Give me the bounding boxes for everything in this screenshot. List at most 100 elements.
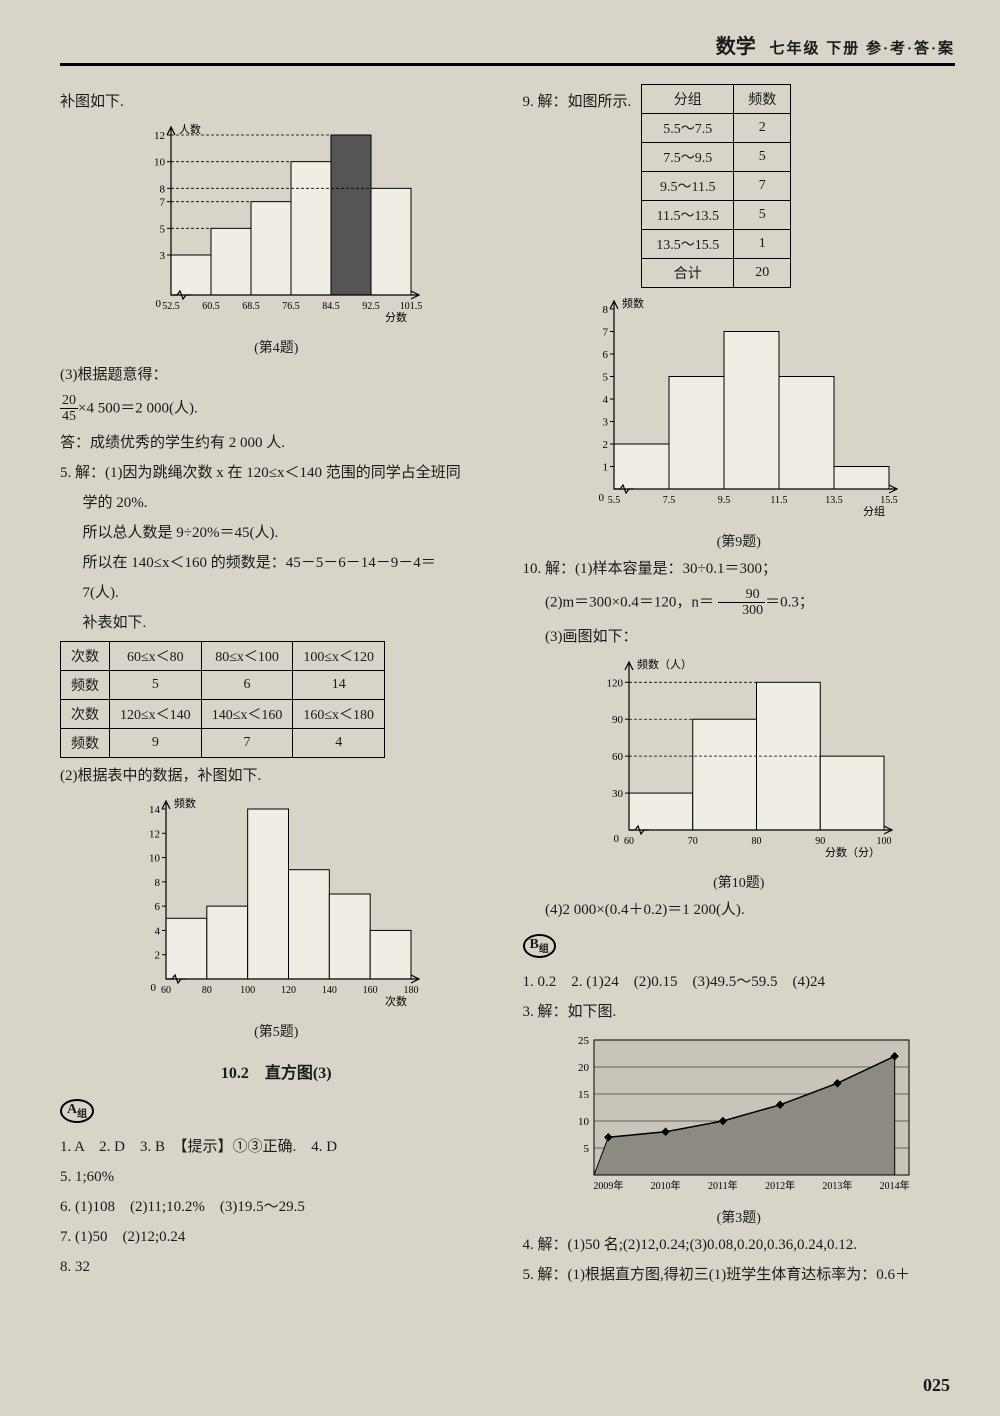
text: ×4 500＝2 000(人). [78, 400, 198, 416]
svg-text:9.5: 9.5 [718, 495, 731, 506]
chart-caption: (第10题) [523, 872, 956, 892]
table-row: 频数 5 6 14 [61, 670, 385, 699]
text: 3. 解：如下图. [523, 1000, 956, 1024]
svg-text:15: 15 [578, 1089, 590, 1101]
svg-text:6: 6 [155, 901, 161, 913]
page-header: 数学 七年级 下册 参·考·答·案 [60, 30, 955, 66]
fraction: 20 45 [60, 393, 78, 425]
svg-text:频数: 频数 [174, 796, 196, 810]
svg-text:5: 5 [583, 1143, 589, 1155]
svg-text:12: 12 [149, 828, 160, 840]
svg-text:分组: 分组 [863, 504, 885, 518]
svg-text:5: 5 [602, 372, 608, 384]
table-row: 11.5～13.55 [642, 201, 791, 230]
text: 学的 20%. [60, 491, 493, 515]
svg-text:10: 10 [578, 1116, 590, 1128]
svg-text:5.5: 5.5 [608, 495, 621, 506]
table-row: 次数 120≤x＜140 140≤x＜160 160≤x＜180 [61, 699, 385, 728]
chart-caption: (第9题) [523, 531, 956, 551]
cell: 频数 [61, 670, 110, 699]
svg-text:6: 6 [602, 349, 608, 361]
right-column: 9. 解：如图所示. 分组 频数 5.5～7.52 7.5～9.55 9.5～1… [523, 84, 956, 1293]
svg-text:76.5: 76.5 [283, 301, 301, 312]
cell: 60≤x＜80 [110, 641, 202, 670]
svg-text:60: 60 [161, 985, 171, 996]
svg-text:13.5: 13.5 [825, 495, 843, 506]
cell: 次数 [61, 641, 110, 670]
svg-text:3: 3 [160, 250, 166, 262]
svg-text:60: 60 [624, 836, 634, 847]
cell: 分组 [642, 85, 734, 114]
svg-text:90: 90 [612, 714, 624, 726]
svg-text:分数: 分数 [385, 311, 407, 324]
svg-text:30: 30 [612, 788, 624, 800]
svg-text:140: 140 [322, 985, 337, 996]
svg-text:0: 0 [156, 298, 162, 310]
svg-text:1: 1 [602, 462, 608, 474]
text: 1. 0.2 2. (1)24 (2)0.15 (3)49.5～59.5 (4)… [523, 970, 956, 994]
svg-text:20: 20 [578, 1062, 590, 1074]
svg-text:次数: 次数 [385, 994, 407, 1008]
svg-text:100: 100 [876, 836, 891, 847]
svg-text:4: 4 [155, 925, 161, 937]
chart-q5: 24681012146080100120140160180频数次数0 (第5题) [60, 794, 493, 1041]
svg-text:68.5: 68.5 [243, 301, 261, 312]
text: 所以在 140≤x＜160 的频数是：45－5－6－14－9－4＝ [60, 551, 493, 575]
svg-text:90: 90 [815, 836, 825, 847]
svg-text:120: 120 [606, 677, 623, 689]
table-row: 分组 频数 [642, 85, 791, 114]
left-column: 补图如下. 3578101252.560.568.576.584.592.510… [60, 84, 493, 1293]
cell: 4 [293, 728, 385, 757]
text: 6. (1)108 (2)11;10.2% (3)19.5～29.5 [60, 1195, 493, 1219]
table-q9: 分组 频数 5.5～7.52 7.5～9.55 9.5～11.57 11.5～1… [641, 84, 791, 288]
svg-text:60: 60 [612, 751, 624, 763]
svg-text:2: 2 [155, 949, 161, 961]
svg-text:80: 80 [202, 985, 212, 996]
svg-text:7: 7 [602, 327, 608, 339]
table-row: 次数 60≤x＜80 80≤x＜100 100≤x＜120 [61, 641, 385, 670]
text: ＝0.3； [765, 594, 814, 610]
svg-text:4: 4 [602, 394, 608, 406]
svg-text:8: 8 [155, 877, 161, 889]
cell: 9 [110, 728, 202, 757]
text: (4)2 000×(0.4＋0.2)＝1 200(人). [523, 898, 956, 922]
svg-text:10: 10 [149, 852, 161, 864]
cell: 80≤x＜100 [201, 641, 293, 670]
text: 补表如下. [60, 611, 493, 635]
text: 补图如下. [60, 90, 493, 114]
svg-text:2012年: 2012年 [765, 1179, 795, 1192]
text: (2)m＝300×0.4＝120，n＝ 90 300 ＝0.3； [523, 587, 956, 619]
svg-text:52.5: 52.5 [163, 301, 181, 312]
svg-text:8: 8 [602, 304, 608, 316]
badge-a: A组 [60, 1099, 94, 1123]
cell: 5 [110, 670, 202, 699]
text: (3)画图如下： [523, 625, 956, 649]
chart-caption: (第3题) [523, 1207, 956, 1227]
svg-text:25: 25 [578, 1035, 590, 1047]
text: (2)m＝300×0.4＝120，n＝ [545, 594, 714, 610]
svg-text:92.5: 92.5 [363, 301, 381, 312]
text: 5. 解：(1)因为跳绳次数 x 在 120≤x＜140 范围的同学占全班同 [60, 461, 493, 485]
svg-text:分数（分）: 分数（分） [825, 846, 880, 859]
svg-text:10: 10 [154, 157, 166, 169]
cell: 14 [293, 670, 385, 699]
table-row: 合计20 [642, 259, 791, 288]
svg-text:2011年: 2011年 [708, 1179, 738, 1192]
table-q5: 次数 60≤x＜80 80≤x＜100 100≤x＜120 频数 5 6 14 … [60, 641, 385, 758]
table-row: 频数 9 7 4 [61, 728, 385, 757]
svg-text:11.5: 11.5 [770, 495, 787, 506]
svg-text:2010年: 2010年 [650, 1179, 680, 1192]
cell: 6 [201, 670, 293, 699]
svg-text:人数: 人数 [179, 123, 201, 136]
cell: 100≤x＜120 [293, 641, 385, 670]
svg-text:频数（人）: 频数（人） [637, 657, 692, 671]
svg-text:100: 100 [240, 985, 255, 996]
svg-text:频数: 频数 [622, 296, 644, 310]
svg-text:0: 0 [151, 982, 157, 994]
svg-text:160: 160 [363, 985, 378, 996]
chart-q9: 123456785.57.59.511.513.515.5频数分组0 (第9题) [523, 294, 956, 551]
svg-text:120: 120 [281, 985, 296, 996]
svg-text:70: 70 [688, 836, 698, 847]
svg-text:8: 8 [160, 183, 166, 195]
svg-text:15.5: 15.5 [880, 495, 898, 506]
